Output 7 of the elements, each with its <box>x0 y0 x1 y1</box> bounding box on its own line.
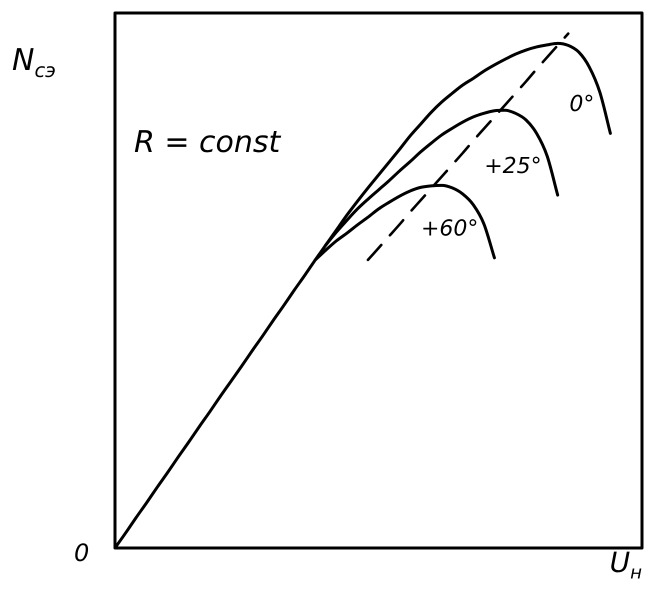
annotation: R = const <box>134 125 280 160</box>
x-axis-title: U$_{н}$ <box>610 546 642 584</box>
text: 0 <box>74 539 90 567</box>
series-label: +25° <box>484 154 542 179</box>
series-label: +60° <box>421 216 478 242</box>
y-axis-title: N$_{сэ}$ <box>12 43 56 82</box>
series-label: 0° <box>569 92 594 118</box>
